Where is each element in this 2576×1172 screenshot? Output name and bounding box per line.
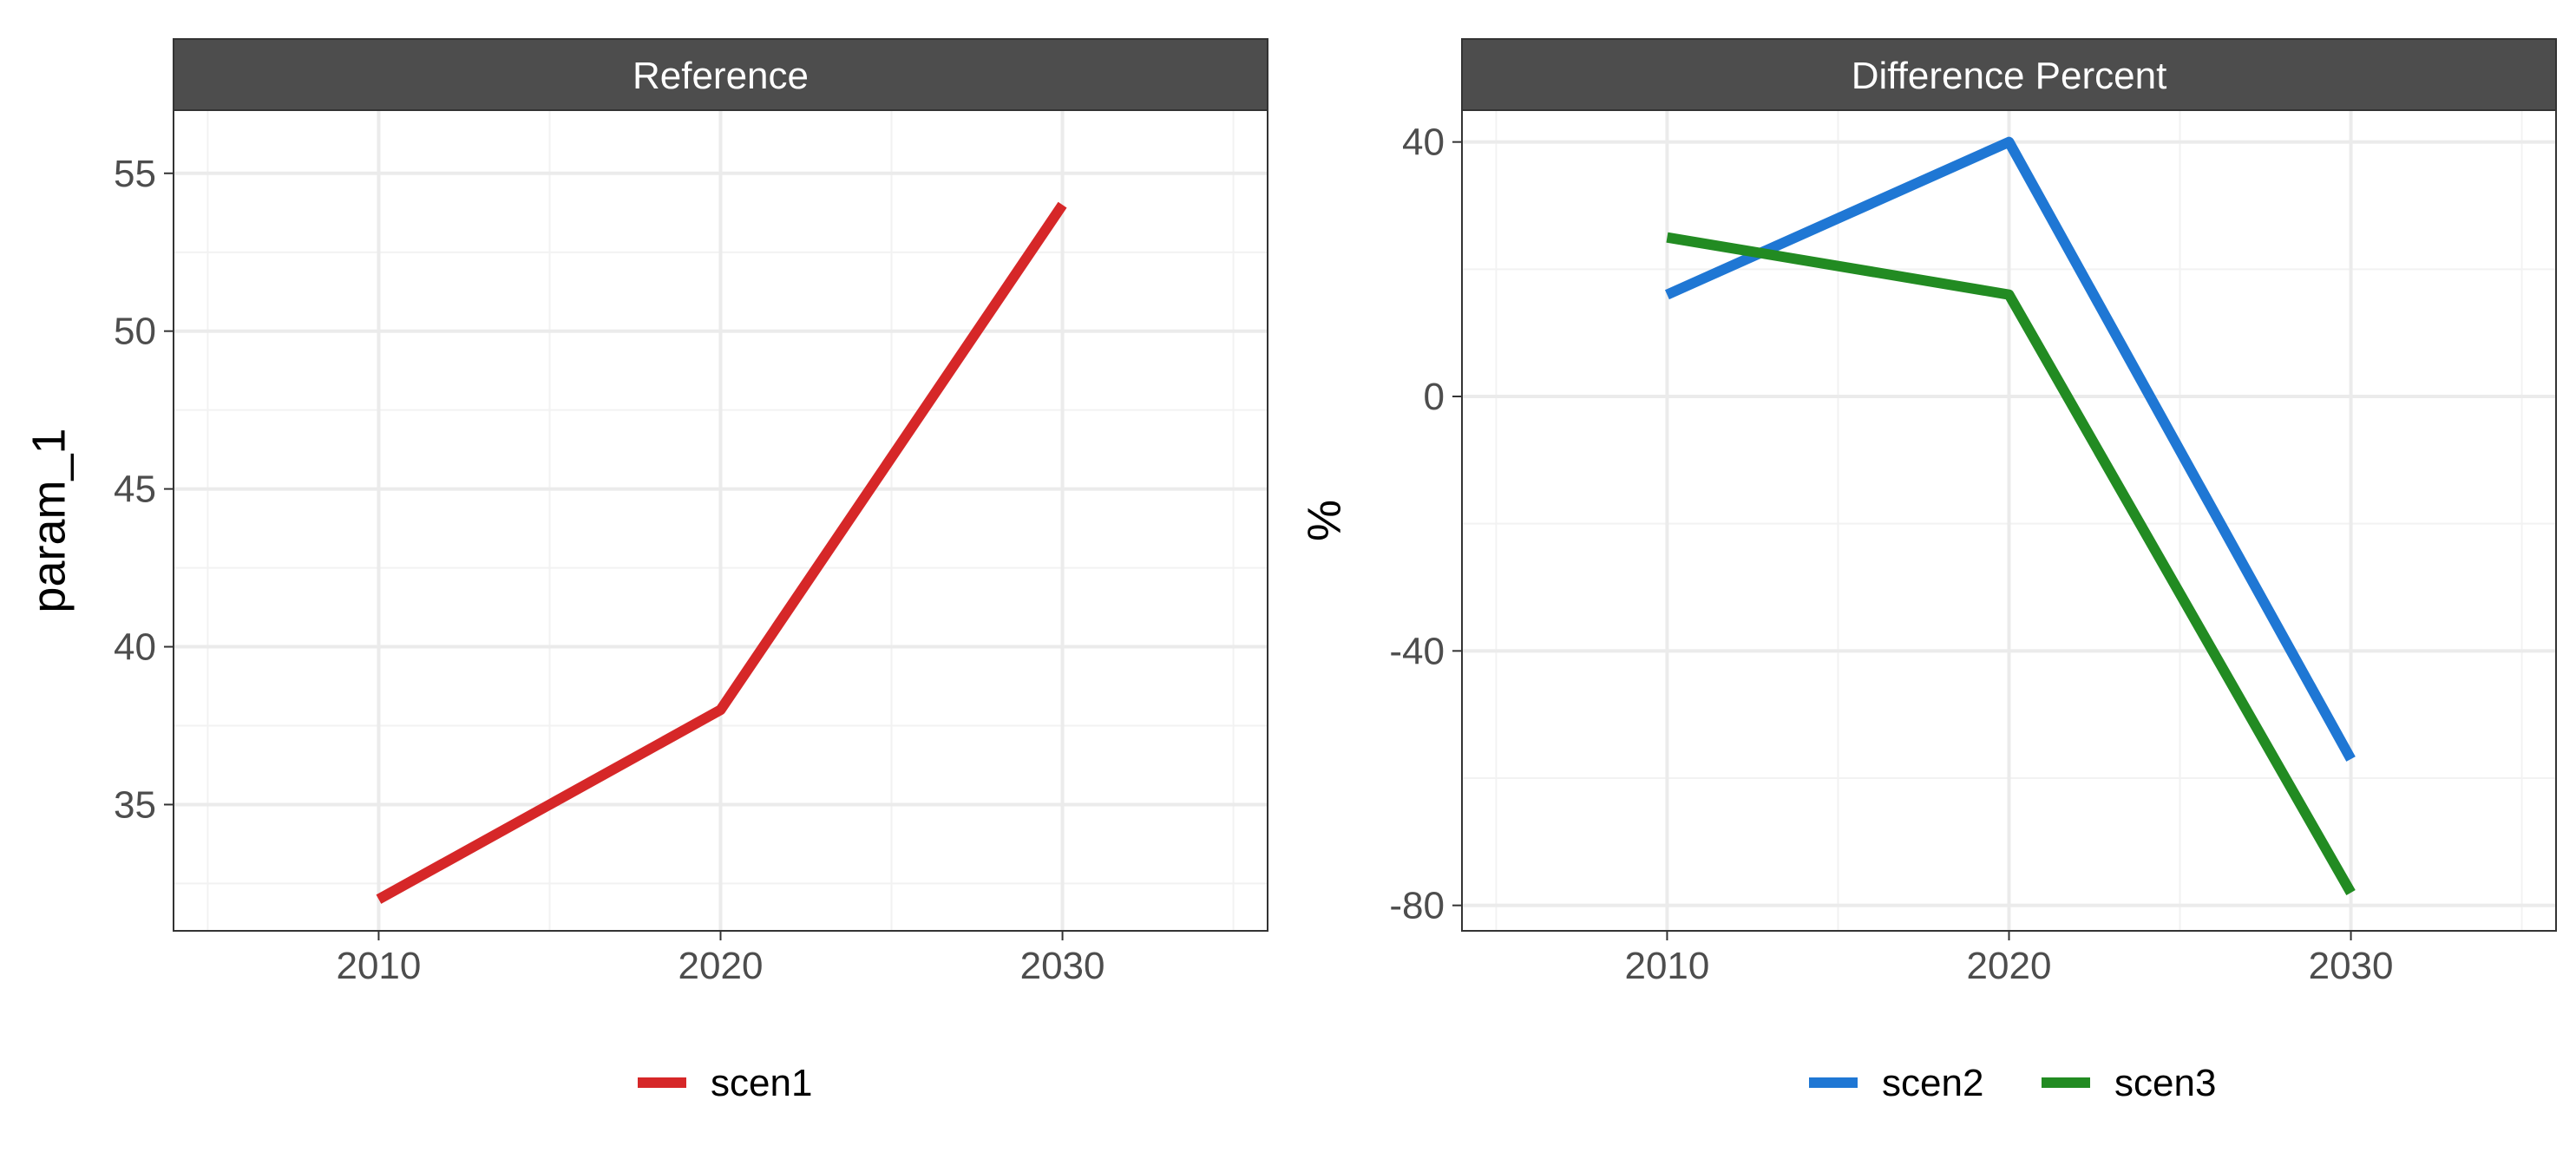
x-axis-ticks: 2010 2020 2030 bbox=[1624, 931, 2394, 987]
gridlines bbox=[174, 110, 1268, 931]
x-tick-label: 2030 bbox=[2309, 945, 2394, 987]
y-tick-label: 35 bbox=[114, 783, 156, 826]
gridlines bbox=[1462, 110, 2556, 931]
legend: scen2 scen3 bbox=[1809, 1062, 2216, 1104]
panel-title: Difference Percent bbox=[1852, 55, 2167, 97]
y-tick-label: 40 bbox=[1402, 121, 1445, 164]
y-axis-ticks: -80 -40 0 40 bbox=[1389, 121, 1462, 927]
series-lines bbox=[1664, 136, 2356, 895]
y-tick-label: 55 bbox=[114, 153, 156, 195]
x-axis-ticks: 2010 2020 2030 bbox=[336, 931, 1105, 987]
y-tick-label: -80 bbox=[1389, 885, 1445, 927]
x-tick-label: 2030 bbox=[1020, 945, 1105, 987]
y-tick-label: 45 bbox=[114, 468, 156, 511]
strip-background bbox=[1461, 38, 2557, 111]
x-tick-label: 2020 bbox=[678, 945, 764, 987]
y-axis-title: param_1 bbox=[23, 428, 75, 612]
y-axis-title: % bbox=[1298, 500, 1350, 541]
y-tick-label: -40 bbox=[1389, 630, 1445, 672]
series-line-scen1 bbox=[376, 201, 1067, 904]
x-tick-label: 2020 bbox=[1967, 945, 2052, 987]
y-tick-label: 40 bbox=[114, 626, 156, 669]
y-tick-label: 0 bbox=[1424, 376, 1445, 418]
series-line-scen3 bbox=[1666, 232, 2356, 895]
panel-title: Reference bbox=[633, 55, 809, 97]
x-tick-label: 2010 bbox=[1624, 945, 1709, 987]
series-line-scen2 bbox=[1664, 136, 2356, 762]
legend-label-scen1: scen1 bbox=[711, 1062, 812, 1104]
x-tick-label: 2010 bbox=[336, 945, 421, 987]
strip-background bbox=[173, 38, 1268, 111]
legend-label-scen3: scen3 bbox=[2114, 1062, 2216, 1104]
y-axis-ticks: 35 40 45 50 55 bbox=[114, 153, 174, 826]
legend: scen1 bbox=[638, 1062, 812, 1104]
panel-difference-percent: Difference Percent -80 -40 0 40 2010 2020 203… bbox=[1298, 38, 2557, 1104]
y-tick-label: 50 bbox=[114, 311, 156, 353]
panel-reference: Reference 35 40 45 50 55 2010 2020 2030 param_… bbox=[23, 38, 1268, 1104]
series-lines bbox=[376, 201, 1067, 904]
legend-label-scen2: scen2 bbox=[1882, 1062, 1983, 1104]
